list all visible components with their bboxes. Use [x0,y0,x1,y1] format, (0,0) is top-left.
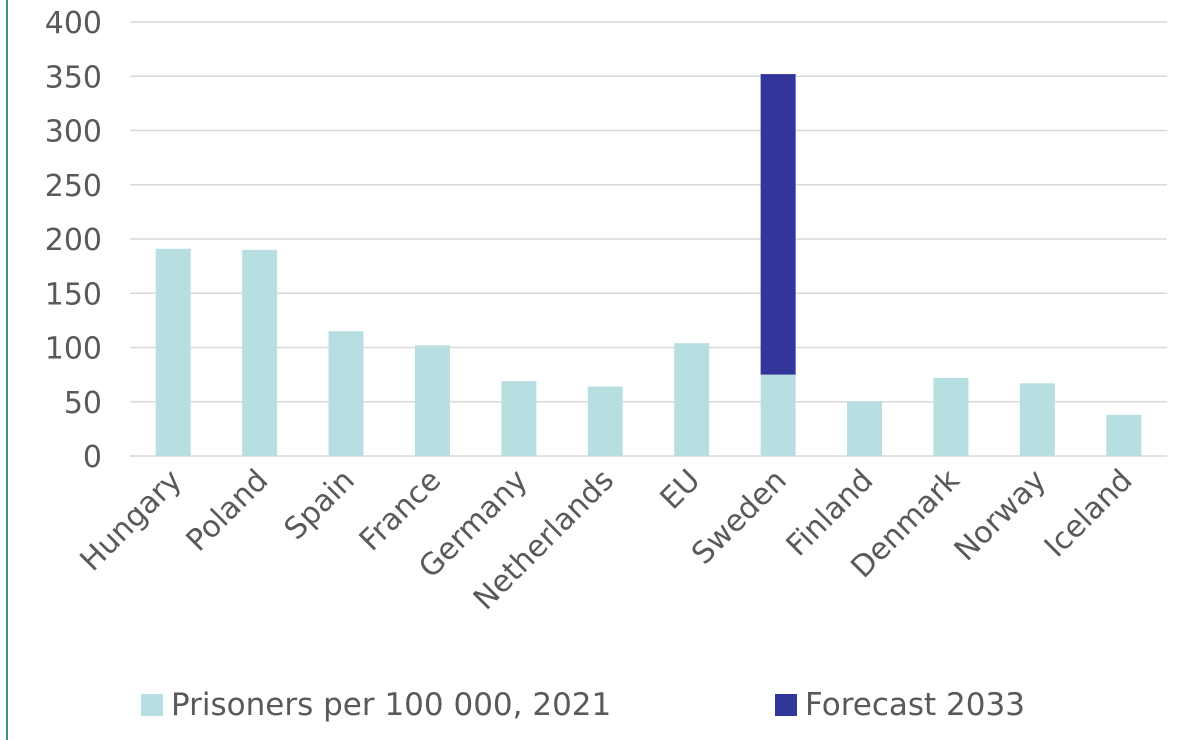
bar-hungary-2021 [155,248,191,456]
legend-label-forecast: Forecast 2033 [805,687,1025,723]
y-tick-label: 250 [45,169,102,204]
x-tick-label-hungary: Hungary [74,463,189,578]
bar-iceland-2021 [1106,414,1142,456]
legend-swatch-forecast [775,694,797,716]
bar-eu-2021 [674,343,710,456]
bar-netherlands-2021 [587,386,623,456]
legend-swatch-prisoners [141,694,163,716]
y-axis-ticks: 0 50 100 150 200 250 300 350 400 [45,6,102,475]
x-tick-label-iceland: Iceland [1038,463,1140,565]
bars [155,74,1142,456]
x-tick-label-norway: Norway [948,463,1053,568]
bar-sweden-forecast-2033 [760,74,796,375]
y-tick-label: 100 [45,332,102,367]
x-tick-label-spain: Spain [278,463,362,547]
gridlines [130,21,1167,457]
x-tick-label-sweden: Sweden [685,463,794,572]
bar-france-2021 [414,345,450,456]
bar-spain-2021 [328,331,364,456]
legend-item-prisoners: Prisoners per 100 000, 2021 [141,680,611,730]
y-tick-label: 400 [45,6,102,41]
bar-finland-2021 [847,401,883,456]
y-tick-label: 350 [45,60,102,95]
x-tick-label-eu: EU [654,463,708,517]
y-tick-label: 200 [45,223,102,258]
bar-norway-2021 [1019,383,1055,456]
frame-border [6,0,8,740]
y-tick-label: 150 [45,277,102,312]
bar-denmark-2021 [933,377,969,456]
y-tick-label: 50 [64,386,102,421]
y-tick-label: 300 [45,115,102,150]
x-tick-label-poland: Poland [180,463,276,559]
bar-sweden-2021 [760,374,796,456]
bar-germany-2021 [501,381,537,456]
legend-label-prisoners: Prisoners per 100 000, 2021 [171,687,612,723]
bar-poland-2021 [242,249,278,456]
legend-item-forecast: Forecast 2033 [775,680,1025,730]
y-tick-label: 0 [83,440,102,475]
